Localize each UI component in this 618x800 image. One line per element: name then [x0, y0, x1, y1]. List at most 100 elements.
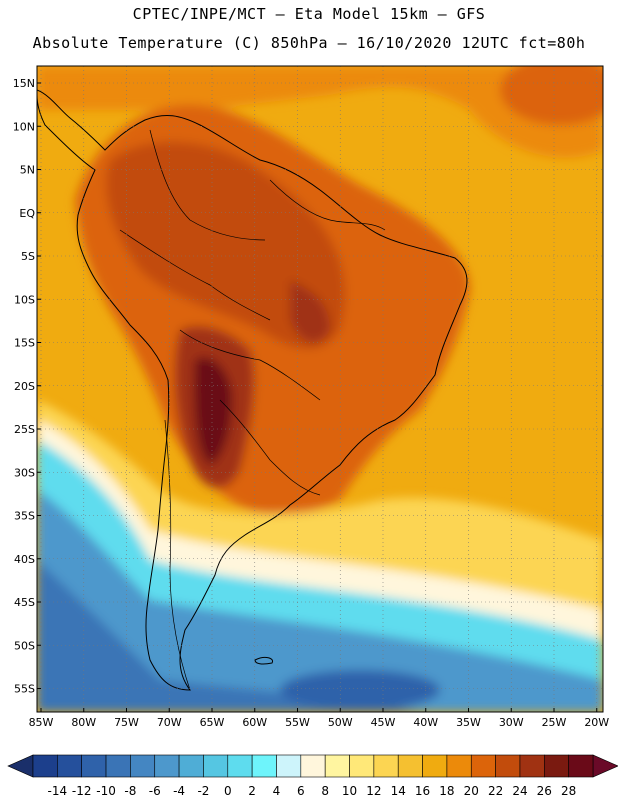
lat-label: 35S: [14, 510, 35, 523]
lon-label: 45W: [371, 716, 396, 729]
latitude-labels: 15N 10N 5N EQ 5S 10S 15S 20S 25S 30S 35S 40S 45S 50S 5…: [13, 77, 41, 696]
colorbar-label: 4: [273, 784, 281, 798]
border-chile-argentina: [164, 419, 191, 691]
lat-label: 30S: [14, 466, 35, 479]
colorbar-label: 12: [366, 784, 381, 798]
lon-label: 75W: [114, 716, 139, 729]
colorbar-label: -8: [124, 784, 136, 798]
colorbar: -14 -12 -10 -8 -6 -4 -2 0 2 4 6 8 10 12 14 16 18 20 22 24 26…: [7, 754, 618, 798]
colorbar-swatch: [178, 754, 204, 778]
lat-label: EQ: [19, 207, 35, 220]
lon-label: 20W: [584, 716, 609, 729]
border-peru-brazil: [119, 229, 271, 321]
field-south-deepblue: [37, 560, 420, 712]
colorbar-label: -10: [96, 784, 116, 798]
colorbar-label: 16: [415, 784, 430, 798]
colorbar-swatch: [203, 754, 229, 778]
colorbar-swatch: [105, 754, 131, 778]
field-central-hot: [290, 280, 330, 343]
colorbar-swatch: [154, 754, 180, 778]
south-america-coast: [37, 89, 468, 691]
lat-label: 5S: [21, 250, 35, 263]
colorbar-label: -6: [149, 784, 161, 798]
colorbar-swatch: [470, 754, 496, 778]
colorbar-swatch: [300, 754, 326, 778]
colorbar-label: 18: [439, 784, 454, 798]
lon-label: 85W: [29, 716, 54, 729]
colorbar-swatch: [544, 754, 569, 778]
lat-label: 5N: [20, 164, 35, 177]
lat-label: 20S: [14, 380, 35, 393]
lat-label: 10N: [13, 120, 35, 133]
falklands: [254, 656, 274, 665]
colorbar-label: -4: [173, 784, 185, 798]
colorbar-label: -14: [48, 784, 68, 798]
lon-label: 50W: [328, 716, 353, 729]
field-north-band: [37, 66, 603, 158]
colorbar-swatch: [422, 754, 448, 778]
colorbar-swatch: [130, 754, 156, 778]
lat-label: 45S: [14, 596, 35, 609]
lat-label: 15S: [14, 337, 35, 350]
colorbar-label: 6: [297, 784, 305, 798]
field-south-darkest: [280, 670, 440, 710]
border-paraguay-argentina: [219, 399, 321, 496]
border-guianas: [269, 179, 386, 231]
colorbar-label: 26: [537, 784, 552, 798]
colorbar-label: 22: [488, 784, 503, 798]
colorbar-label: 24: [512, 784, 527, 798]
colorbar-label: 8: [321, 784, 329, 798]
lon-label: 40W: [413, 716, 438, 729]
plot-frame: [36, 65, 604, 713]
colorbar-label: -12: [72, 784, 92, 798]
chart-title-line1: CPTEC/INPE/MCT – Eta Model 15km – GFS: [132, 5, 486, 23]
field-northeast-warm: [500, 66, 603, 125]
field-continent-hot: [106, 141, 346, 349]
chart-title-line2: Absolute Temperature (C) 850hPa – 16/10/…: [32, 34, 586, 52]
lat-label: 55S: [14, 683, 35, 696]
colorbar-swatch: [276, 754, 302, 778]
colorbar-label: -2: [197, 784, 209, 798]
lon-label: 60W: [242, 716, 267, 729]
colorbar-swatch: [373, 754, 399, 778]
colorbar-label: 2: [248, 784, 256, 798]
lat-label: 10S: [14, 293, 35, 306]
colorbar-swatch: [227, 754, 253, 778]
lon-label: 25W: [542, 716, 567, 729]
lat-label: 15N: [13, 77, 35, 90]
colorbar-label: 28: [561, 784, 576, 798]
lon-label: 55W: [285, 716, 310, 729]
field-south-blue: [37, 490, 603, 712]
colorbar-swatch: [495, 754, 521, 778]
colorbar-swatch: [32, 754, 58, 778]
lon-label: 30W: [499, 716, 524, 729]
colorbar-swatch: [251, 754, 277, 778]
longitude-labels: 85W 80W 75W 70W 65W 60W 55W 50W 45W 40W 35W 30W 25W 2…: [29, 708, 609, 729]
lat-label: 40S: [14, 553, 35, 566]
colorbar-swatch: [57, 754, 82, 778]
colorbar-label: 10: [342, 784, 357, 798]
temperature-field: [37, 66, 603, 712]
colorbar-label: 0: [224, 784, 232, 798]
colorbar-swatch: [446, 754, 472, 778]
lat-label: 25S: [14, 423, 35, 436]
colorbar-swatch: [568, 754, 594, 778]
colorbar-low-arrow: [7, 754, 34, 778]
colorbar-swatch: [519, 754, 545, 778]
field-hotspot: [194, 357, 233, 465]
colorbar-swatch: [81, 754, 107, 778]
colorbar-label: 14: [391, 784, 406, 798]
lon-label: 65W: [200, 716, 225, 729]
colorbar-high-arrow: [592, 754, 618, 778]
border-venezuela-colombia: [149, 129, 266, 241]
lat-label: 50S: [14, 639, 35, 652]
colorbar-label: 20: [464, 784, 479, 798]
lon-label: 70W: [157, 716, 182, 729]
colorbar-swatch: [349, 754, 375, 778]
colorbar-swatch: [397, 754, 423, 778]
lon-label: 35W: [456, 716, 481, 729]
colorbar-swatch: [324, 754, 350, 778]
coastlines: [37, 89, 468, 691]
lon-label: 80W: [71, 716, 96, 729]
